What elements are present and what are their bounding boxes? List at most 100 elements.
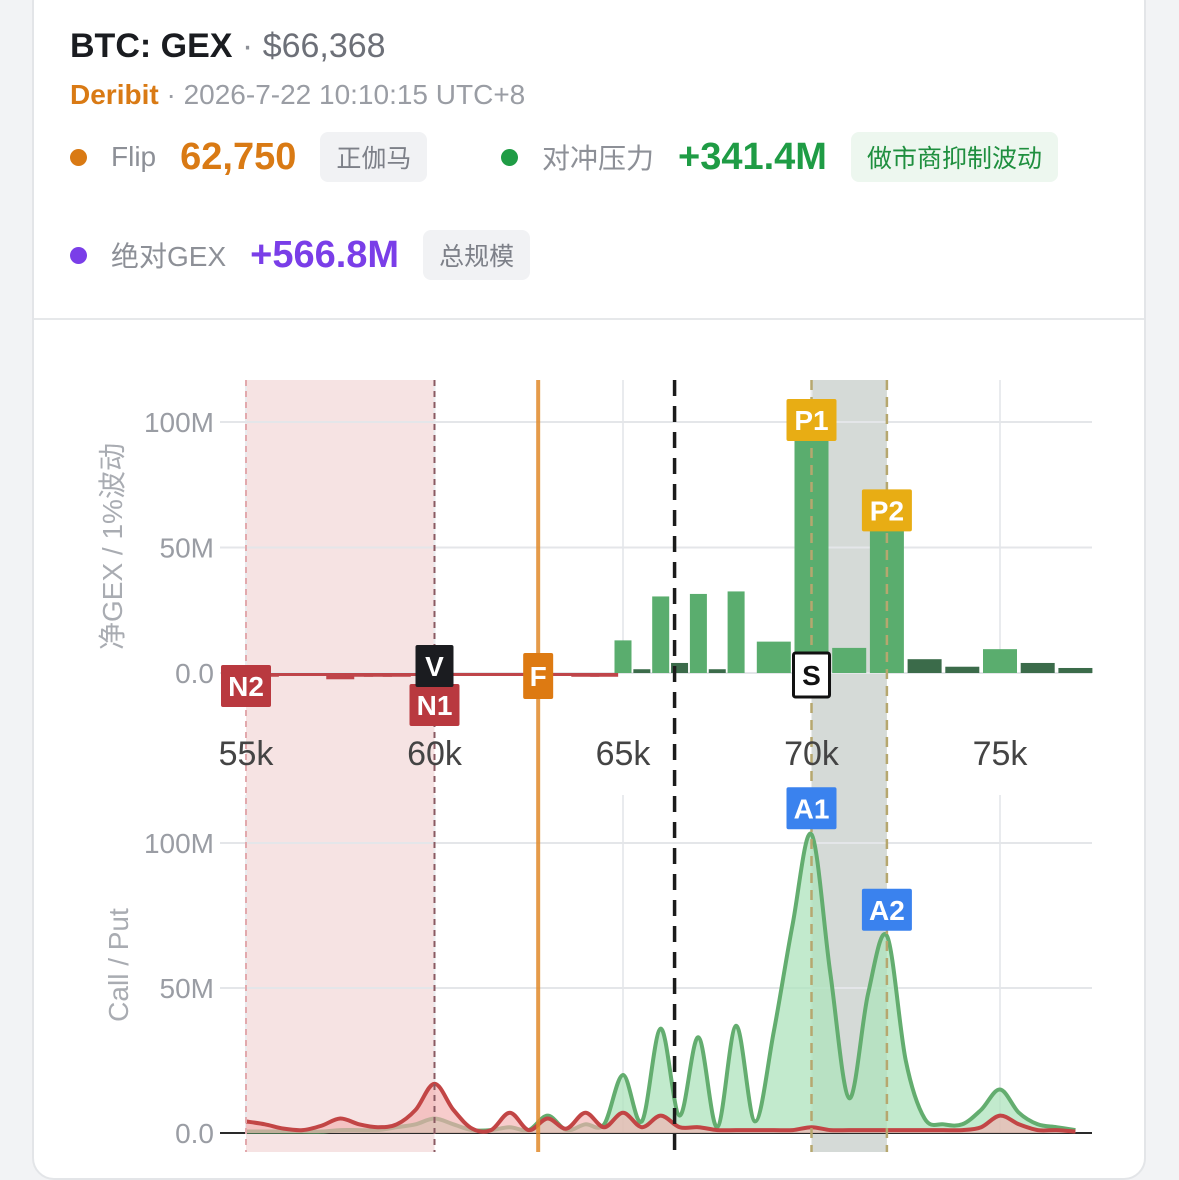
gex-bar — [727, 591, 745, 673]
gex-bar — [571, 673, 600, 677]
neg-marker-n2-text: N2 — [228, 671, 264, 702]
subtitle-row: Deribit · 2026-7-22 10:10:15 UTC+8 — [70, 78, 1114, 112]
flip-marker: F — [523, 653, 554, 699]
timestamp: 2026-7-22 10:10:15 UTC+8 — [183, 79, 526, 110]
v-marker: V — [415, 645, 454, 687]
gex-bar — [945, 666, 980, 673]
gex-bar — [832, 647, 867, 673]
x-tick-label: 55k — [219, 735, 275, 773]
gex-bar — [907, 659, 942, 673]
area-marker-a2-box — [861, 888, 912, 931]
neg-marker-n2-box — [221, 665, 271, 707]
neg-marker-n1-box — [409, 684, 460, 726]
s-marker-text: S — [802, 660, 821, 691]
exchange-name: Deribit — [70, 79, 159, 110]
flip-dot-icon — [70, 148, 87, 166]
put-area — [246, 1083, 1076, 1133]
gex-bar — [458, 673, 487, 676]
s-marker-box — [792, 651, 831, 699]
metric-pressure: 对冲压力 +341.4M 做市商抑制波动 — [501, 132, 1058, 182]
gex-bar — [345, 673, 374, 677]
gex-card: BTC: GEX · $66,368 Deribit · 2026-7-22 1… — [32, 0, 1146, 1180]
gex-bar — [477, 673, 506, 676]
title-row: BTC: GEX · $66,368 — [70, 26, 1114, 66]
neg-marker-n1: N1 — [409, 684, 460, 726]
area-marker-a1-text: A1 — [794, 793, 830, 824]
gex-bar — [363, 673, 392, 677]
flip-value: 62,750 — [180, 135, 297, 178]
s-marker: S — [792, 651, 831, 699]
pressure-value: +341.4M — [678, 135, 827, 178]
gex-bar — [1058, 667, 1093, 673]
peak-marker-p1-text: P1 — [794, 405, 828, 436]
gex-bar — [794, 422, 829, 673]
peak-marker-p1: P1 — [786, 399, 837, 441]
metrics-panel: Flip 62,750 正伽马 对冲压力 +341.4M 做市商抑制波动 绝对G… — [70, 132, 1114, 292]
area-marker-a1-box — [786, 787, 837, 830]
gex-bar — [326, 673, 355, 680]
abs-gex-label: 绝对GEX — [111, 241, 227, 272]
gex-bar — [614, 640, 632, 673]
card-header: BTC: GEX · $66,368 Deribit · 2026-7-22 1… — [70, 26, 1114, 292]
peak-marker-p2: P2 — [861, 489, 912, 532]
gex-bar — [671, 662, 689, 673]
neg-marker-n2: N2 — [221, 665, 271, 707]
top-y-tick-label: 100M — [144, 407, 214, 438]
gex-bar — [307, 673, 336, 676]
title-separator: · — [241, 27, 254, 65]
area-marker-a2: A2 — [861, 888, 912, 931]
spot-price: $66,368 — [262, 27, 386, 65]
metric-flip: Flip 62,750 正伽马 — [70, 132, 428, 182]
page-title: BTC: GEX — [70, 27, 233, 65]
put-line — [245, 1081, 1076, 1134]
gex-bar — [633, 669, 651, 673]
v-marker-box — [415, 645, 454, 687]
top-y-axis-label: 净GEX / 1%波动 — [97, 443, 128, 650]
abs-gex-value: +566.8M — [250, 233, 400, 276]
x-tick-label: 75k — [973, 735, 1029, 773]
area-marker-a1: A1 — [786, 787, 837, 830]
bottom-y-tick-label: 50M — [160, 973, 214, 1004]
area-marker-a2-text: A2 — [869, 895, 905, 926]
top-y-tick-label: 50M — [160, 533, 214, 564]
call-area — [246, 833, 1076, 1133]
gex-bar — [495, 673, 524, 676]
peak-marker-p2-box — [861, 489, 912, 532]
gex-bar — [288, 673, 317, 676]
gex-bar — [552, 673, 581, 676]
bottom-y-tick-label: 0.0 — [175, 1118, 214, 1149]
gex-charts: 55k 60k 65k 70k 75k 0.0 50M 100M 0.0 50M 100M 净GEX … — [97, 380, 1093, 1152]
abs-gex-tag: 总规模 — [423, 230, 531, 280]
pressure-dot-icon — [501, 148, 518, 166]
x-tick-label: 65k — [596, 735, 652, 773]
flip-marker-box — [523, 653, 554, 699]
gex-bar — [708, 669, 726, 673]
x-tick-label: 60k — [407, 735, 463, 773]
flip-tag: 正伽马 — [320, 132, 428, 182]
bottom-y-tick-label: 100M — [144, 828, 214, 859]
gex-bar — [382, 673, 411, 677]
neg-marker-n1-text: N1 — [417, 690, 453, 721]
v-marker-text: V — [425, 651, 444, 682]
header-divider — [34, 318, 1144, 320]
negative-gamma-zone — [246, 380, 435, 1152]
peak-marker-p1-box — [786, 399, 837, 441]
abs-gex-dot-icon — [70, 246, 87, 264]
bottom-y-axis-label: Call / Put — [103, 908, 134, 1022]
gex-bar — [756, 641, 791, 673]
top-y-tick-label: 0.0 — [175, 658, 214, 689]
flip-marker-text: F — [530, 661, 547, 692]
gex-bar — [983, 649, 1017, 673]
subtitle-separator: · — [166, 79, 176, 110]
gex-bar — [652, 596, 670, 673]
metric-abs-gex: 绝对GEX +566.8M 总规模 — [70, 230, 531, 280]
gex-bar — [590, 673, 619, 677]
x-tick-label: 70k — [784, 735, 840, 773]
peak-marker-p2-text: P2 — [870, 495, 904, 526]
flip-label: Flip — [111, 141, 157, 172]
gex-bar — [1020, 662, 1055, 673]
pressure-tag: 做市商抑制波动 — [850, 132, 1058, 182]
gex-bar — [689, 593, 707, 673]
gex-bar — [269, 673, 298, 676]
pressure-label: 对冲压力 — [542, 143, 655, 174]
